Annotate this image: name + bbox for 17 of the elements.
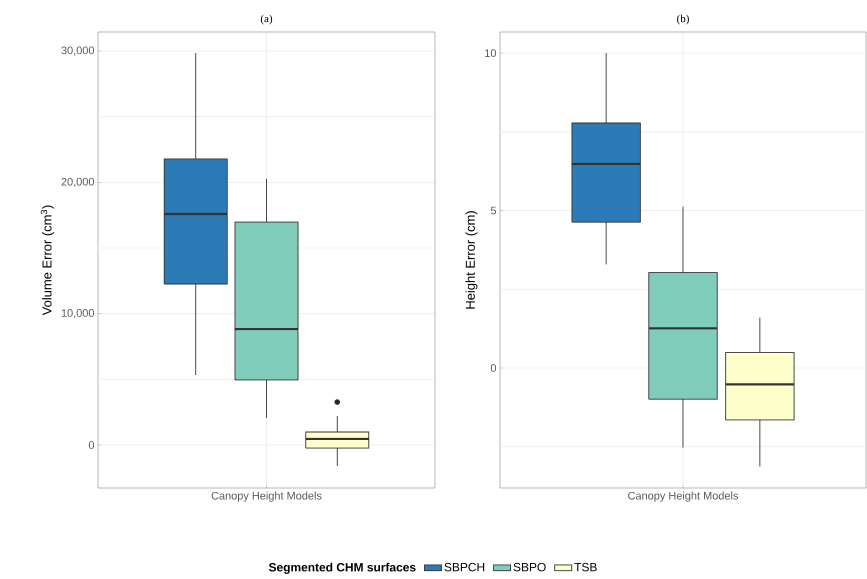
legend-label: SBPCH [444,562,484,572]
y-tick-label: 0 [88,441,94,449]
chart-title: (b) [677,14,689,24]
y-axis-title: Volume Error (cm$^{3}$) [40,205,54,316]
x-tick-label: Canopy Height Models [212,492,322,502]
x-tick-label: Canopy Height Models [628,492,738,502]
y-tick-label: 0 [490,364,496,372]
legend-label: SBPO [514,562,546,572]
y-tick-label: 20,000 [62,178,94,187]
y-tick-label: 10,000 [62,309,94,318]
legend-title: Segmented CHM surfaces [268,562,416,574]
y-tick-label: 30,000 [61,46,94,56]
y-tick-label: 10 [485,49,496,57]
y-axis-title: Height Error (cm) [465,211,478,309]
chart-title: (a) [260,14,272,24]
legend-label: TSB [574,562,597,572]
y-tick-label: 5 [490,206,496,214]
